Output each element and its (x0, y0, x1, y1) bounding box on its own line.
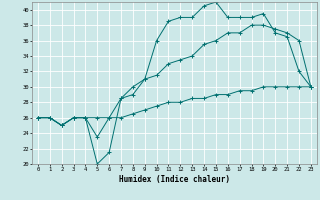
X-axis label: Humidex (Indice chaleur): Humidex (Indice chaleur) (119, 175, 230, 184)
